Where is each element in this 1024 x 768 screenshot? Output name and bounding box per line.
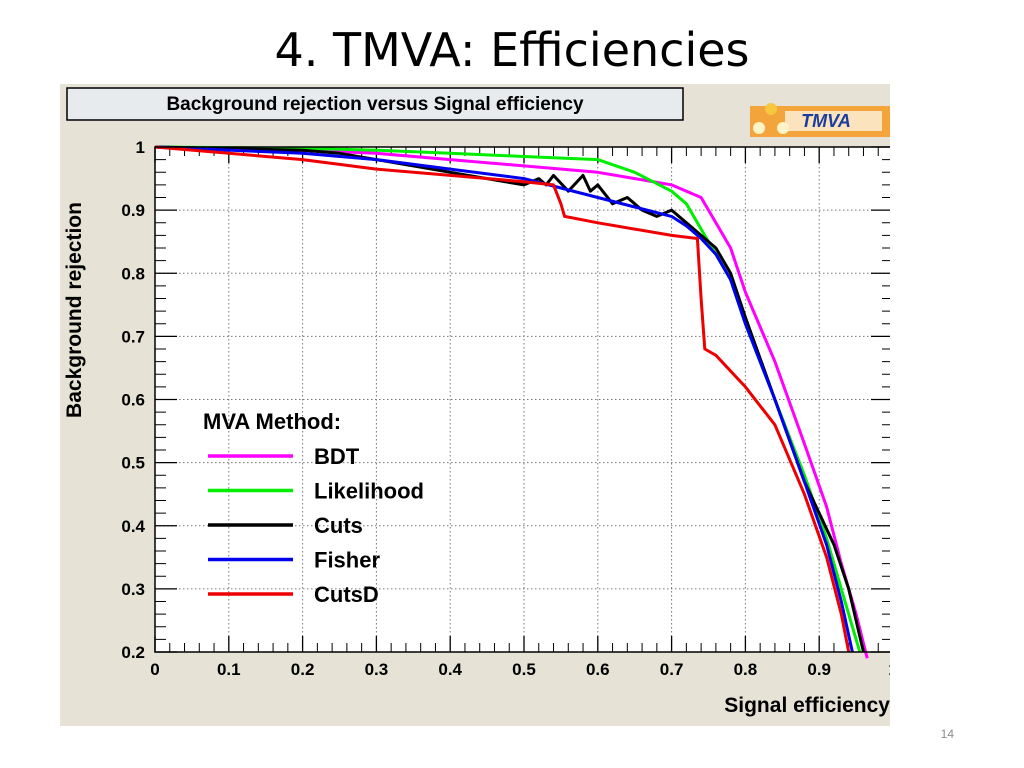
grid bbox=[155, 147, 890, 652]
x-tick-label: 0.4 bbox=[438, 660, 462, 679]
series-lines bbox=[154, 145, 869, 659]
y-tick-label: 1 bbox=[136, 138, 145, 157]
x-tick-label: 1 bbox=[888, 660, 890, 679]
x-tick-label: 0 bbox=[150, 660, 159, 679]
series-line-cuts bbox=[154, 145, 865, 653]
x-tick-label: 0.3 bbox=[365, 660, 389, 679]
y-tick-label: 0.6 bbox=[121, 391, 145, 410]
series-line-likelihood bbox=[154, 145, 862, 653]
chart-title-box bbox=[66, 87, 684, 121]
x-axis-label: Signal efficiency bbox=[724, 694, 890, 717]
x-tick-label: 0.9 bbox=[807, 660, 831, 679]
x-tick-label: 0.1 bbox=[217, 660, 241, 679]
chart: Background rejection versus Signal effic… bbox=[60, 84, 890, 726]
legend-entry-cuts: Cuts bbox=[314, 513, 363, 538]
tmva-logo: TMVA bbox=[750, 103, 890, 137]
slide-title: 4. TMVA: Efficiencies bbox=[274, 23, 750, 77]
plot-frame bbox=[154, 146, 890, 653]
tmva-logo-plate bbox=[785, 111, 882, 131]
legend-entry-fisher: Fisher bbox=[314, 548, 380, 573]
series-line-fisher bbox=[154, 145, 854, 653]
tmva-logo-dot bbox=[765, 103, 777, 115]
legend: MVA Method: BDT Likelihood Cuts Fisher CutsD bbox=[203, 409, 424, 607]
x-tick-label: 0.5 bbox=[512, 660, 536, 679]
series-line-bdt bbox=[154, 145, 869, 659]
x-tick-label: 0.7 bbox=[660, 660, 684, 679]
x-tick-labels: 0 0.1 0.2 0.3 0.4 0.5 0.6 0.7 0.8 0.9 1 bbox=[150, 660, 890, 679]
tmva-logo-dot bbox=[777, 122, 789, 134]
y-axis-label: Background rejection bbox=[63, 202, 86, 418]
legend-entry-likelihood: Likelihood bbox=[314, 479, 424, 504]
y-tick-label: 0.9 bbox=[121, 201, 145, 220]
x-tick-label: 0.8 bbox=[734, 660, 758, 679]
series-line-cutsd bbox=[154, 145, 851, 653]
y-tick-label: 0.2 bbox=[121, 643, 145, 662]
slide-number: 14 bbox=[940, 727, 954, 741]
legend-entry-cutsd: CutsD bbox=[314, 582, 379, 607]
x-tick-label: 0.6 bbox=[586, 660, 610, 679]
x-tick-label: 0.2 bbox=[291, 660, 315, 679]
y-tick-label: 0.7 bbox=[121, 327, 145, 346]
y-tick-labels: 0.2 0.3 0.4 0.5 0.6 0.7 0.8 0.9 1 bbox=[121, 138, 145, 662]
y-tick-label: 0.5 bbox=[121, 454, 145, 473]
tmva-logo-text: TMVA bbox=[801, 111, 851, 131]
y-tick-label: 0.8 bbox=[121, 264, 145, 283]
chart-title: Background rejection versus Signal effic… bbox=[166, 94, 584, 115]
tmva-logo-dot bbox=[753, 122, 765, 134]
legend-entry-bdt: BDT bbox=[314, 444, 360, 469]
y-tick-label: 0.4 bbox=[121, 517, 145, 536]
legend-title: MVA Method: bbox=[203, 409, 341, 434]
y-tick-label: 0.3 bbox=[121, 580, 145, 599]
